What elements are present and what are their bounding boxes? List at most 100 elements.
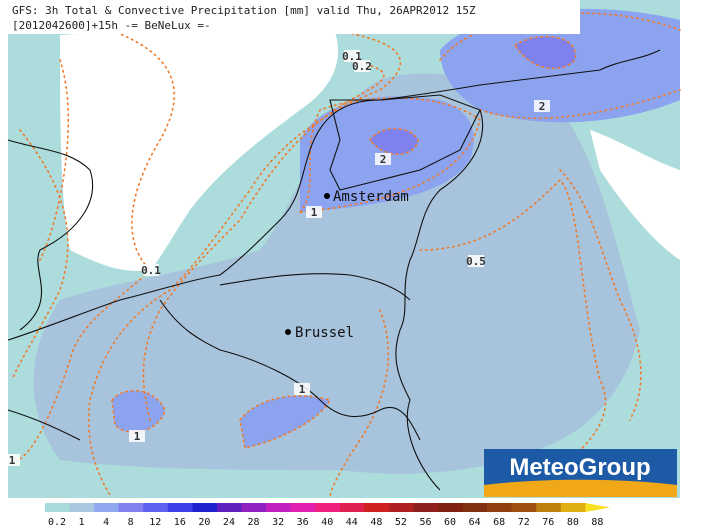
contour-label: 1 <box>299 383 306 396</box>
legend-swatch <box>364 503 390 512</box>
contour-label: 2 <box>380 153 387 166</box>
contour-label-bg <box>143 264 159 276</box>
legend-label: 24 <box>223 517 235 528</box>
contour <box>87 29 401 496</box>
subtitle: [2012042600]+15h -= BeNeLux =- <box>12 19 211 32</box>
border <box>219 273 411 301</box>
legend-label: 88 <box>591 517 603 528</box>
legend-swatch <box>266 503 292 512</box>
legend-swatch <box>216 503 243 512</box>
field-blue-ardennes <box>240 396 330 448</box>
legend-label: 48 <box>370 517 382 528</box>
contour <box>11 129 69 381</box>
city-dot <box>324 193 330 199</box>
legend-label: 0.2 <box>48 517 66 528</box>
legend-swatch <box>560 503 586 512</box>
legend-swatch <box>438 503 464 512</box>
contour-label: 0.1 <box>141 264 161 277</box>
logo: MeteoGroup <box>484 449 677 497</box>
city-dot <box>285 329 291 335</box>
legend-label: 44 <box>346 517 358 528</box>
contour-label-bg <box>375 153 391 165</box>
contour-label-bg <box>468 255 484 267</box>
legend-label: 16 <box>174 517 186 528</box>
legend-swatch <box>462 503 488 512</box>
city-label: Brussel <box>295 325 354 341</box>
coastline <box>7 139 94 331</box>
precip-field <box>8 0 680 498</box>
legend-swatch <box>45 503 71 512</box>
border <box>7 409 81 441</box>
contour-label-bg <box>129 430 145 442</box>
city-label: Amsterdam <box>333 189 409 205</box>
legend-label: 76 <box>542 517 554 528</box>
legend-label: 72 <box>518 517 530 528</box>
border <box>159 299 421 441</box>
legend-label: 40 <box>321 517 333 528</box>
legend-swatch <box>118 503 144 512</box>
legend-label: 32 <box>272 517 284 528</box>
legend-label: 1 <box>79 517 85 528</box>
legend-label: 8 <box>128 517 134 528</box>
contour-label-bg <box>306 206 322 218</box>
contour-label: 0.1 <box>342 50 362 63</box>
contour <box>299 97 481 213</box>
field-white-sea <box>60 20 339 271</box>
field-blue-sw <box>112 390 165 433</box>
contour-label-bg <box>534 100 550 112</box>
contour-label-bg <box>354 60 370 72</box>
contour <box>559 169 642 421</box>
contour-label: 0.2 <box>352 60 372 73</box>
legend-label: 68 <box>493 517 505 528</box>
contour-label: 1 <box>134 430 141 443</box>
contour-label: 0.5 <box>466 255 486 268</box>
legend-arrow <box>585 503 610 512</box>
legend-swatch <box>143 503 169 512</box>
logo-sun <box>484 479 677 497</box>
legend-label: 56 <box>419 517 431 528</box>
legend-label: 64 <box>469 517 481 528</box>
contour-label-bg <box>4 454 20 466</box>
legend-swatch <box>290 503 316 512</box>
contour <box>142 59 385 421</box>
contour <box>419 178 607 471</box>
legend-swatch <box>192 503 218 512</box>
title-box <box>8 0 580 34</box>
field-purple-nl <box>370 128 418 155</box>
legend-swatch <box>536 503 562 512</box>
contour <box>11 19 175 463</box>
contour-label-bg <box>344 50 360 62</box>
legend-label: 20 <box>198 517 210 528</box>
legend-swatch <box>413 503 439 512</box>
contour-label-bg <box>294 383 310 395</box>
coastline <box>329 94 481 191</box>
field-purple-ne <box>515 36 576 69</box>
legend-swatch <box>94 503 120 512</box>
contour <box>329 309 389 499</box>
contour-label: 2 <box>539 100 546 113</box>
legend-label: 36 <box>297 517 309 528</box>
legend-swatch <box>339 503 365 512</box>
contour-label: 1 <box>311 206 318 219</box>
legend-label: 60 <box>444 517 456 528</box>
legend-label: 4 <box>103 517 109 528</box>
colorbar: 0.2 1 4 8 12 16 20 24 28 32 36 40 44 48 52 56 60 64 68 72 76… <box>45 503 610 528</box>
legend-swatch <box>69 503 95 512</box>
title: GFS: 3h Total & Convective Precipitation… <box>12 4 476 17</box>
legend-swatch <box>388 503 414 512</box>
legend-label: 52 <box>395 517 407 528</box>
legend-swatch <box>511 503 537 512</box>
field-white-east <box>590 130 680 260</box>
legend-label: 80 <box>567 517 579 528</box>
coastlines <box>7 49 661 491</box>
contour-label: 1 <box>9 454 16 467</box>
coastline <box>7 49 661 341</box>
legend-swatch <box>167 503 193 512</box>
legend-swatch <box>315 503 341 512</box>
legend-label: 28 <box>247 517 259 528</box>
legend-swatch <box>487 503 513 512</box>
legend-swatch <box>241 503 267 512</box>
